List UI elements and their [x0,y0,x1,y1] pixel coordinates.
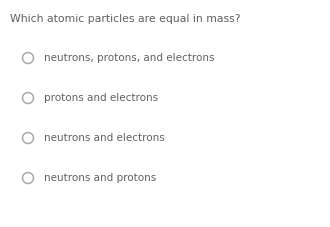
Text: neutrons and electrons: neutrons and electrons [44,133,165,143]
Text: neutrons and protons: neutrons and protons [44,173,156,183]
Text: Which atomic particles are equal in mass?: Which atomic particles are equal in mass… [10,14,241,24]
Text: protons and electrons: protons and electrons [44,93,158,103]
Text: neutrons, protons, and electrons: neutrons, protons, and electrons [44,53,214,63]
